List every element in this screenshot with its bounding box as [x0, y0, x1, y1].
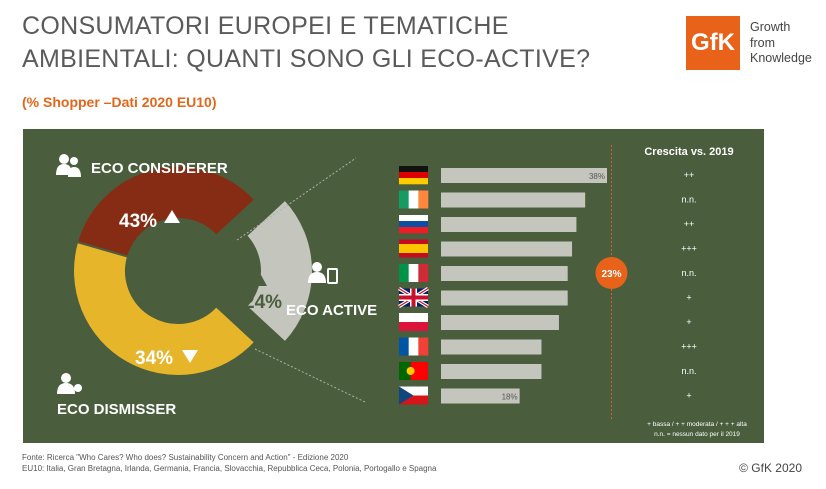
- bar-france: [441, 339, 542, 355]
- bar-value-label: 18%: [502, 393, 518, 402]
- bar-italy: [441, 266, 568, 281]
- person-phone-icon: [308, 262, 338, 284]
- bar-ireland: [441, 192, 586, 208]
- flag-portugal-icon: [399, 362, 428, 380]
- flag-uk-icon: [398, 287, 429, 308]
- down-arrow-icon: [182, 350, 198, 363]
- dismisser-percent: 34%: [135, 348, 173, 369]
- chart-panel: 38% ++ n.n. ++ +++ n.n. + + +++ n.n. 18% +23% ECO C…: [23, 129, 764, 443]
- donut-segment-eco-dismisser: [75, 165, 257, 258]
- page-title: CONSUMATORI EUROPEI E TEMATICHE AMBIENTA…: [22, 10, 662, 76]
- growth-value: n.n.: [681, 195, 696, 205]
- donut-segment-eco-considerer: [72, 240, 257, 377]
- person-dismisser-icon: [57, 373, 82, 394]
- title-line-2: AMBIENTALI: QUANTI SONO GLI ECO-ACTIVE?: [22, 45, 591, 73]
- growth-value: ++: [684, 170, 695, 180]
- considerer-percent: 43%: [119, 211, 157, 232]
- flag-spain-icon: [399, 239, 428, 258]
- donut-chart: [72, 165, 314, 377]
- tagline-line-3: Knowledge: [750, 51, 812, 65]
- growth-value: +++: [681, 244, 697, 254]
- bar-value-label: 38%: [589, 172, 605, 181]
- legend-line-1: + bassa / + + moderata / + + + alta: [647, 421, 747, 428]
- bar-slovakia: [441, 217, 577, 232]
- growth-value: +: [686, 293, 691, 303]
- growth-value: +: [686, 391, 691, 401]
- tagline-line-2: from: [750, 35, 775, 50]
- eco-dismisser-label: ECO DISMISSER: [57, 401, 176, 418]
- person-group-icon: [56, 154, 81, 177]
- flag-italy-icon: [399, 264, 429, 282]
- flag-ireland-icon: [399, 190, 429, 209]
- growth-value: n.n.: [681, 268, 696, 278]
- bar-spain: [441, 241, 573, 257]
- growth-header: Crescita vs. 2019: [644, 146, 733, 158]
- growth-value: n.n.: [681, 366, 696, 376]
- eco-considerer-label: ECO CONSIDERER: [91, 160, 228, 177]
- flag-poland-icon: [399, 313, 428, 331]
- subtitle: (% Shopper –Dati 2020 EU10): [22, 94, 217, 110]
- flag-slovakia-icon: [399, 215, 428, 234]
- source-note: Fonte: Ricerca "Who Cares? Who does? Sus…: [22, 453, 349, 462]
- donut-segment-eco-active: [244, 198, 314, 344]
- flag-germany-icon: [399, 166, 428, 185]
- connector-line-top: [236, 157, 357, 241]
- chart-svg: 38% ++n.n.+++++n.n.+++++n.n.18% +23% ECO C…: [56, 145, 747, 438]
- growth-value: ++: [684, 219, 695, 229]
- title-line-1: CONSUMATORI EUROPEI E TEMATICHE: [22, 12, 509, 40]
- flag-france-icon: [399, 337, 429, 356]
- countries-note: EU10: Italia, Gran Bretagna, Irlanda, Ge…: [22, 464, 437, 473]
- bar-czech-republic: [441, 388, 520, 404]
- bar-poland: [441, 315, 559, 330]
- up-arrow-icon: [164, 210, 180, 223]
- growth-value: +++: [681, 342, 697, 352]
- eu-average-label: 23%: [601, 269, 621, 280]
- legend-line-2: n.n. = nessun dato per il 2019: [654, 431, 740, 438]
- tagline-line-1: Growth: [750, 20, 791, 34]
- bar-uk: [441, 290, 568, 306]
- bar-germany: [441, 168, 607, 183]
- flag-czech-republic-icon: [399, 386, 428, 405]
- active-percent: 24%: [244, 292, 282, 313]
- up-arrow-icon: [255, 275, 267, 286]
- eu-average-badge: [595, 257, 628, 289]
- footnote: Fonte: Ricerca "Who Cares? Who does? Sus…: [22, 452, 436, 474]
- copyright: © GfK 2020: [739, 461, 802, 475]
- country-bar-chart: 38% ++n.n.+++++n.n.+++++n.n.18% +23%: [398, 145, 697, 419]
- connector-line-bottom: [254, 348, 366, 403]
- growth-value: +: [686, 317, 691, 327]
- logo-tagline: Growth from Knowledge: [750, 20, 812, 67]
- gfk-logo: GfK: [686, 16, 740, 70]
- eco-active-label: ECO ACTIVE: [286, 302, 377, 319]
- bar-portugal: [441, 364, 542, 379]
